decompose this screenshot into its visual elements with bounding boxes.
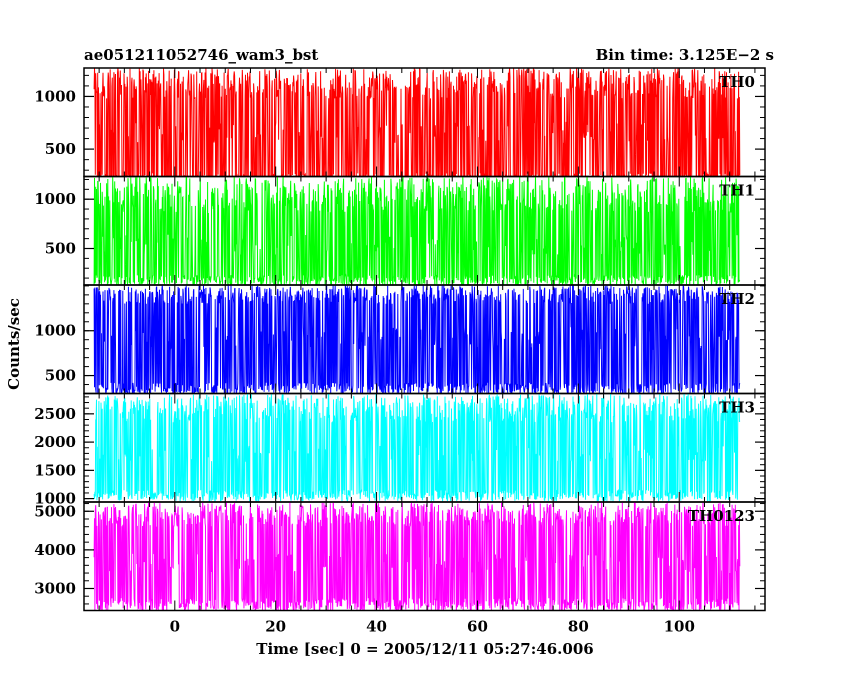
y-tick-label: 4000 [34, 541, 76, 559]
y-tick-label: 1000 [34, 87, 76, 105]
series-th3-line [93, 393, 741, 502]
y-axis-label: Counts/sec [5, 298, 23, 390]
channel-label: TH2 [719, 290, 755, 308]
bin-time-label: Bin time: 3.125E−2 s [596, 46, 774, 64]
panel-th2: 500 1000 TH2 [34, 284, 766, 395]
y-tick-label: 2000 [34, 433, 76, 451]
x-tick-label: 40 [366, 618, 387, 636]
y-tick-label: 500 [45, 240, 76, 258]
x-axis-label: Time [sec] 0 = 2005/12/11 05:27:46.006 [256, 640, 593, 658]
y-tick-label: 1500 [34, 461, 76, 479]
y-tick-label: 1000 [34, 190, 76, 208]
panel-th0123: 3000 4000 5000 TH0123 [34, 501, 766, 612]
y-tick-label: 500 [45, 367, 76, 385]
panel-th1: 500 1000 TH1 [34, 175, 766, 286]
channel-label: TH0123 [688, 507, 755, 525]
x-tick-label: 100 [664, 618, 695, 636]
y-tick-label: 3000 [34, 579, 76, 597]
y-tick-label: 5000 [34, 502, 76, 520]
chart-title: ae051211052746_wam3_bst [84, 46, 318, 64]
series-th2-line [93, 285, 741, 394]
series-th0123-line [93, 502, 741, 611]
panel-th3: 1000 1500 2000 2500 TH3 [34, 392, 766, 508]
x-tick-label: 80 [568, 618, 589, 636]
x-tick-label: 20 [265, 618, 286, 636]
y-tick-label: 2500 [34, 405, 76, 423]
x-tick-label: 0 [170, 618, 180, 636]
channel-label: TH3 [719, 399, 755, 417]
y-tick-label: 500 [45, 140, 76, 158]
series-th1-line [93, 176, 741, 285]
panel-th0: 500 1000 TH0 [34, 67, 766, 178]
x-tick-label: 60 [467, 618, 488, 636]
series-th0-line [93, 68, 741, 177]
y-tick-label: 1000 [34, 490, 76, 508]
y-tick-label: 1000 [34, 322, 76, 340]
channel-label: TH0 [719, 73, 755, 91]
channel-label: TH1 [719, 182, 755, 200]
panel-frame [83, 501, 766, 612]
